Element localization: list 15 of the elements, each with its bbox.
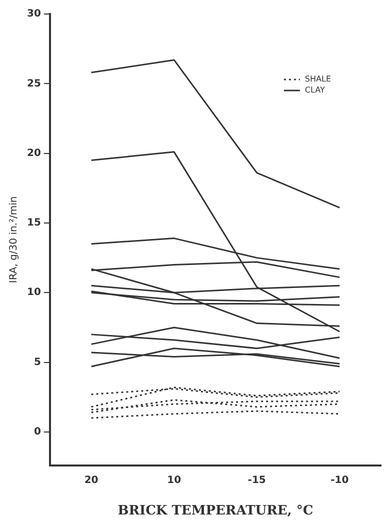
y-tick-label: 5 [34,356,41,368]
y-tick-label: 30 [26,8,41,20]
x-tick-label: -15 [248,474,266,486]
x-axis-title: BRICK TEMPERATURE, °C [118,504,314,519]
y-tick-label: 0 [34,426,41,438]
legend-label: CLAY [304,86,325,95]
y-tick-label: 25 [26,78,41,90]
y-tick-label: 20 [26,148,41,159]
x-tick-label: -10 [330,474,349,486]
legend-label: SHALE [304,74,331,84]
y-tick-label: 15 [26,218,41,229]
y-tick-label: 10 [26,287,41,298]
x-tick-label: 20 [84,474,98,486]
x-tick-label: 10 [167,474,182,486]
y-axis-title: IRA, g/30 in.²/min [8,196,20,284]
